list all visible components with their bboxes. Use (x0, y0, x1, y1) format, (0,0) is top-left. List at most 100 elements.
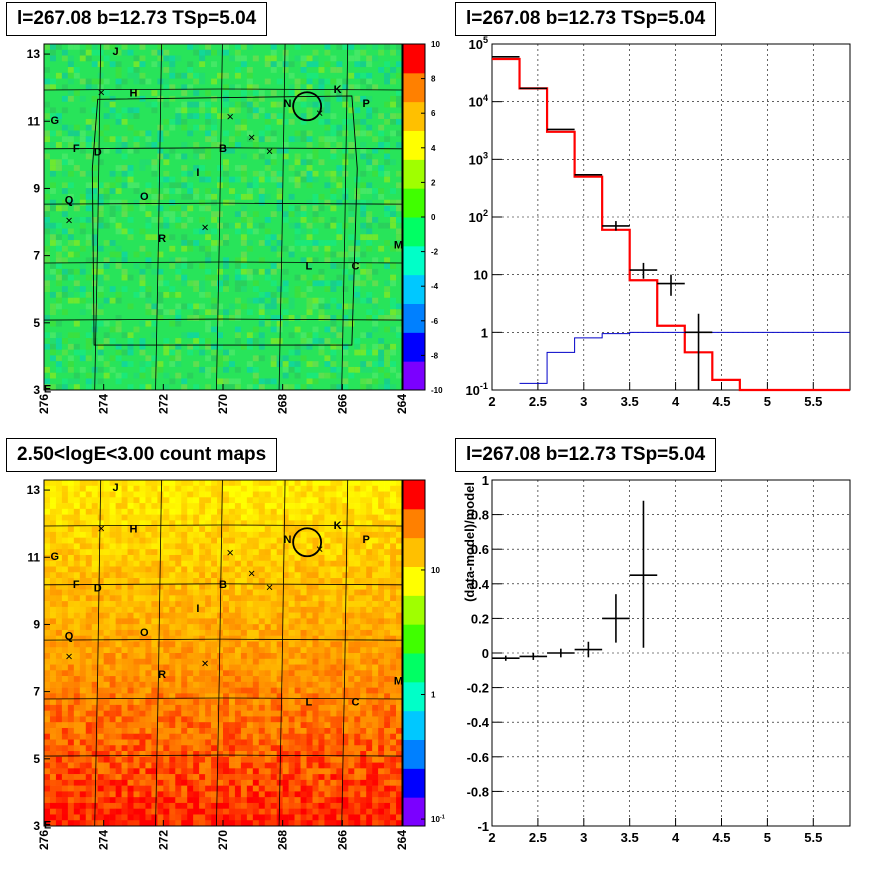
colorbar-swatch (403, 739, 425, 769)
tl-panel-title: l=267.08 b=12.73 TSp=5.04 (6, 2, 268, 36)
map-label-r: R (158, 669, 166, 681)
source-circle (292, 527, 323, 558)
residual-y-tick: 0.6 (471, 542, 489, 557)
map-label-q: Q (65, 195, 74, 207)
map-y-tick: 5 (33, 316, 40, 330)
map-y-tick: 11 (27, 114, 40, 128)
colorbar-tick: 4 (431, 144, 436, 153)
tr-panel-title: l=267.08 b=12.73 TSp=5.04 (455, 2, 717, 36)
map-y-tick: 13 (27, 47, 41, 61)
count-colorbar (402, 479, 426, 827)
colorbar-swatch (403, 217, 425, 247)
map-label-d: D (94, 146, 102, 158)
map-label-b: B (219, 579, 227, 591)
map-x-tick: 268 (276, 830, 290, 850)
map-label-j: J (113, 482, 119, 494)
map-x-tick: 268 (276, 394, 290, 414)
map-label-o: O (140, 191, 149, 203)
source-model-histogram (519, 331, 850, 384)
residual-y-tick: 0 (482, 646, 489, 661)
colorbar-tick: -2 (431, 248, 439, 257)
residual-plot (491, 479, 851, 827)
spectrum-x-tick: 3.5 (621, 394, 639, 409)
map-y-tick: 7 (33, 249, 40, 263)
map-label-k: K (334, 84, 342, 96)
colorbar-tick: -8 (431, 351, 439, 360)
map-y-tick: 9 (33, 617, 40, 631)
map-x-tick: 270 (216, 830, 230, 850)
colorbar-swatch (403, 303, 425, 333)
colorbar-swatch (403, 681, 425, 712)
source-cross (98, 89, 105, 96)
source-cross (227, 113, 233, 120)
colorbar-tick: 10-1 (431, 814, 445, 824)
residual-x-tick: 2 (488, 830, 495, 845)
ts-map (43, 43, 403, 391)
residual-y-tick: -0.6 (467, 750, 489, 765)
map-x-tick: 276 (37, 830, 51, 850)
source-cross (248, 570, 255, 577)
residual-y-label: (data-model)/model (462, 482, 477, 602)
map-label-r: R (158, 233, 166, 245)
map-x-tick: 274 (97, 830, 111, 850)
residual-y-tick: -1 (477, 819, 489, 834)
map-x-tick: 266 (335, 394, 349, 414)
colorbar-swatch (403, 44, 425, 74)
colorbar-swatch (403, 768, 425, 798)
colorbar-tick: 2 (431, 178, 436, 187)
colorbar-tick: -6 (431, 317, 439, 326)
map-x-tick: 276 (37, 394, 51, 414)
colorbar-tick: -10 (431, 386, 443, 395)
spectrum-y-tick: 103 (468, 150, 488, 167)
map-x-tick: 274 (97, 394, 111, 414)
colorbar-swatch (403, 537, 425, 567)
colorbar-tick: 8 (431, 75, 436, 84)
map-label-j: J (113, 46, 119, 58)
colorbar-swatch (403, 130, 425, 160)
colorbar-swatch (403, 508, 425, 539)
colorbar-tick: 10 (431, 566, 440, 575)
map-y-tick: 13 (27, 483, 41, 497)
colorbar-swatch (403, 72, 425, 103)
map-label-h: H (130, 523, 138, 535)
source-cross (98, 525, 105, 532)
colorbar-swatch (403, 188, 425, 218)
map-label-k: K (334, 520, 342, 532)
residual-y-tick: 0.8 (471, 508, 489, 523)
colorbar-swatch (403, 274, 425, 304)
map-x-tick: 264 (395, 830, 409, 850)
residual-x-tick: 3.5 (621, 830, 639, 845)
spectrum-y-tick: 1 (481, 325, 488, 340)
colorbar-swatch (403, 566, 425, 596)
map-label-d: D (94, 582, 102, 594)
map-label-l: L (306, 260, 313, 272)
spectrum-x-tick: 3 (580, 394, 587, 409)
colorbar-swatch (403, 595, 425, 625)
map-label-i: I (196, 603, 199, 615)
map-label-n: N (283, 98, 291, 110)
spectrum-y-tick: 10 (474, 268, 488, 283)
colorbar-tick: 1 (431, 691, 436, 700)
map-y-tick: 3 (33, 383, 40, 397)
map-label-c: C (351, 696, 359, 708)
map-y-tick: 5 (33, 752, 40, 766)
residual-x-tick: 4 (672, 830, 680, 845)
map-y-tick: 9 (33, 181, 40, 195)
residual-y-tick: 0.4 (471, 577, 490, 592)
map-label-l: L (306, 696, 313, 708)
spectrum-x-tick: 4 (672, 394, 680, 409)
residual-x-tick: 5.5 (804, 830, 822, 845)
colorbar-tick: 6 (431, 109, 436, 118)
colorbar-swatch (403, 245, 425, 276)
source-cross (266, 148, 273, 155)
source-cross (66, 653, 72, 660)
model-histogram (492, 57, 850, 392)
source-cross (202, 660, 208, 667)
spectrum-x-tick: 4.5 (712, 394, 730, 409)
map-y-tick: 3 (33, 819, 40, 833)
colorbar-swatch (403, 480, 425, 510)
spectrum-x-tick: 5 (764, 394, 771, 409)
br-panel-title: l=267.08 b=12.73 TSp=5.04 (455, 438, 717, 472)
map-label-b: B (219, 143, 227, 155)
